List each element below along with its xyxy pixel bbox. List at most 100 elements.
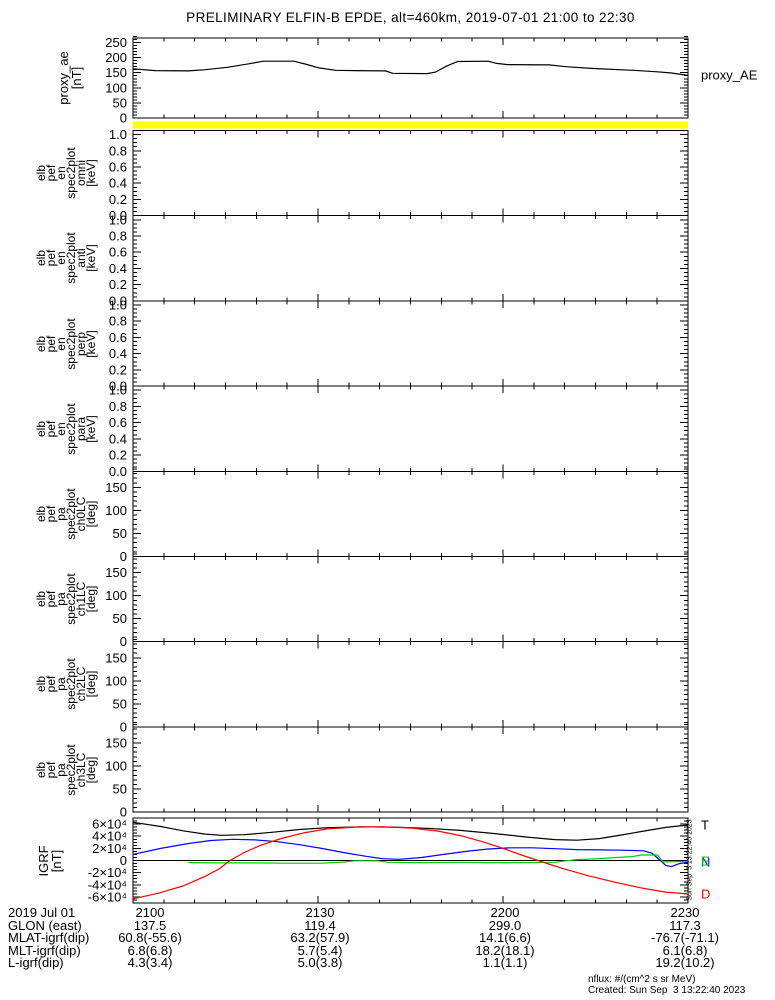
y-tick-label: 0.2 [109, 277, 127, 292]
timestamp-vertical: Sun Sep 3 13:22:40 2023 [686, 819, 694, 901]
y-tick-label: 1.0 [109, 212, 127, 227]
y-tick-label: 4×10⁴ [92, 829, 127, 844]
footer-row-label: L-igrf(dip) [8, 955, 64, 971]
y-tick-label: 50 [113, 95, 127, 110]
y-tick-label: 50 [113, 526, 127, 541]
y-tick-label: -2×10⁴ [88, 865, 127, 880]
series-label-proxy_AE: proxy_AE [701, 67, 758, 83]
y-tick-label: 100 [105, 673, 127, 688]
footer-value: 2230 [670, 905, 700, 920]
footer-value: 2130 [305, 905, 335, 920]
y-tick-label: 50 [113, 782, 127, 797]
footer-value: 60.8(-55.6) [118, 930, 182, 946]
series-proxy_AE [132, 60, 689, 76]
footer-value: 5.0(3.8) [297, 955, 343, 971]
y-tick-label: 0 [120, 634, 127, 649]
footer-row-label: MLAT-igrf(dip) [8, 930, 90, 946]
panel-border-elb_pef_en_spec2plot_para [132, 385, 689, 472]
panel-border-proxy_ae [132, 37, 689, 119]
y-tick-label: 0.0 [109, 293, 127, 308]
y-tick-label: 0.2 [109, 192, 127, 207]
panel-ylabel-elb_pef_pa_spec2plot_ch3LC: elb pef pa spec2plot ch3LC [deg] [34, 743, 98, 796]
y-tick-label: 0.8 [109, 143, 127, 158]
footer-value: 299.0 [488, 917, 522, 933]
y-tick-label: 50 [113, 696, 127, 711]
y-tick-label: 150 [105, 565, 127, 580]
footer-value: 5.7(5.4) [297, 942, 343, 958]
y-tick-label: 6×10⁴ [92, 817, 127, 832]
footer-value: 1.1(1.1) [482, 955, 528, 971]
y-tick-label: 1.0 [109, 127, 127, 142]
y-tick-label: 100 [105, 759, 127, 774]
y-tick-label: 0 [120, 719, 127, 734]
series-label-E: E [701, 853, 710, 869]
footer-value: 6.1(6.8) [662, 942, 708, 958]
y-tick-label: 0.2 [109, 362, 127, 377]
y-tick-label: 0 [120, 111, 127, 126]
series-label-T: T [701, 817, 709, 833]
y-tick-label: 0.0 [109, 464, 127, 479]
series-T [132, 821, 689, 841]
y-tick-label: 100 [105, 80, 127, 95]
panel-border-elb_pef_pa_spec2plot_ch2LC [132, 641, 689, 728]
y-tick-label: 150 [105, 736, 127, 751]
footer-row-label: 2019 Jul 01 [8, 905, 76, 920]
series-E [188, 854, 689, 864]
panel-ylabel-igrf: IGRF [nT] [36, 844, 64, 877]
y-tick-label: 100 [105, 588, 127, 603]
y-tick-label: 0 [120, 853, 127, 868]
footer-value: 14.1(6.6) [478, 930, 532, 946]
plot-title: PRELIMINARY ELFIN-B EPDE, alt=460km, 201… [186, 10, 635, 25]
y-tick-label: 0 [120, 549, 127, 564]
y-tick-label: 100 [105, 503, 127, 518]
y-tick-label: 0.4 [109, 176, 127, 191]
panel-border-elb_pef_pa_spec2plot_ch3LC [132, 726, 689, 813]
y-tick-label: 1.0 [109, 297, 127, 312]
footer-row-label: GLON (east) [8, 917, 82, 933]
footer-value: 18.2(18.1) [475, 942, 535, 958]
y-tick-label: 0.4 [109, 431, 127, 446]
panel-border-elb_pef_pa_spec2plot_ch0LC [132, 470, 689, 557]
y-tick-label: 0.2 [109, 448, 127, 463]
panel-ylabel-proxy_ae: proxy_ae [nT] [56, 51, 84, 105]
footer-value: 119.4 [304, 917, 336, 933]
spectrogram-band [133, 121, 688, 129]
panel-ylabel-elb_pef_pa_spec2plot_ch0LC: elb pef pa spec2plot ch0LC [deg] [34, 488, 98, 540]
y-tick-label: 250 [105, 35, 127, 50]
series-D [132, 826, 689, 900]
footer-value: 63.2(57.9) [290, 930, 350, 946]
footer-value: 137.5 [133, 917, 167, 933]
y-tick-label: 2×10⁴ [92, 841, 127, 856]
nflux-units-note: nflux: #/(cm^2 s sr MeV) [588, 974, 696, 985]
y-tick-label: 50 [113, 611, 127, 626]
y-tick-label: -4×10⁴ [88, 877, 127, 892]
y-tick-label: 0.0 [109, 208, 127, 223]
panel-ylabel-elb_pef_pa_spec2plot_ch2LC: elb pef pa spec2plot ch2LC [deg] [34, 658, 98, 710]
y-tick-label: 0.8 [109, 399, 127, 414]
y-tick-label: 150 [105, 480, 127, 495]
footer-value: 6.8(6.8) [127, 942, 173, 958]
series-label-D: D [701, 886, 711, 902]
series-label-N: N [701, 854, 711, 870]
panel-ylabel-elb_pef_en_spec2plot_omni: elb pef en spec2plot omni [keV] [34, 147, 98, 199]
y-tick-label: 0.6 [109, 415, 127, 430]
y-tick-label: 150 [105, 650, 127, 665]
footer-row-label: MLT-igrf(dip) [8, 942, 81, 958]
panel-ylabel-elb_pef_en_spec2plot_para: elb pef en spec2plot para [keV] [34, 403, 98, 455]
y-tick-label: 0 [120, 805, 127, 820]
panel-border-elb_pef_en_spec2plot_omni [132, 130, 689, 217]
footer-value: 117.3 [669, 917, 701, 933]
panel-border-elb_pef_pa_spec2plot_ch1LC [132, 556, 689, 643]
y-tick-label: 150 [105, 65, 127, 80]
y-tick-label: 1.0 [109, 383, 127, 398]
created-note: Created: Sun Sep 3 13:22:40 2023 [588, 985, 746, 996]
y-tick-label: 0.4 [109, 261, 127, 276]
y-tick-label: 0.6 [109, 330, 127, 345]
footer-value: 19.2(10.2) [655, 955, 715, 971]
y-tick-label: 0.0 [109, 379, 127, 394]
panel-ylabel-elb_pef_en_spec2plot_perp: elb pef en spec2plot perp [keV] [34, 317, 98, 370]
y-tick-label: 0.4 [109, 346, 127, 361]
y-tick-label: -6×10⁴ [88, 889, 127, 904]
